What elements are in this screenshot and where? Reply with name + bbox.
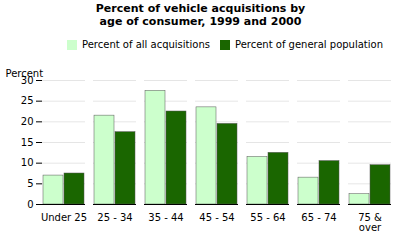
svg-text:0: 0 <box>27 199 33 210</box>
svg-text:65 - 74: 65 - 74 <box>301 212 336 223</box>
html-text:Percent of vehicle acquisition: Percent of vehicle acquisitions by age o… <box>95 2 306 28</box>
html-text:Percent of all acquisitions: Percent of all acquisitions <box>82 39 210 50</box>
svg-text:25: 25 <box>21 95 34 106</box>
svg-text:15: 15 <box>21 137 34 148</box>
svg-text:Under 25: Under 25 <box>41 212 87 223</box>
svg-text:35 - 44: 35 - 44 <box>148 212 183 223</box>
svg-text:Percent: Percent <box>6 68 44 79</box>
svg-text:55 - 64: 55 - 64 <box>250 212 285 223</box>
svg-text:10: 10 <box>21 157 34 168</box>
svg-text:20: 20 <box>21 116 34 127</box>
svg-text:30: 30 <box>20 74 34 86</box>
svg-text:25 - 34: 25 - 34 <box>97 212 132 223</box>
svg-text:75 &over: 75 &over <box>358 212 382 233</box>
html-text:Percent of general population: Percent of general population <box>235 39 383 50</box>
svg-text:5: 5 <box>27 178 33 189</box>
svg-text:45 - 54: 45 - 54 <box>199 212 234 223</box>
